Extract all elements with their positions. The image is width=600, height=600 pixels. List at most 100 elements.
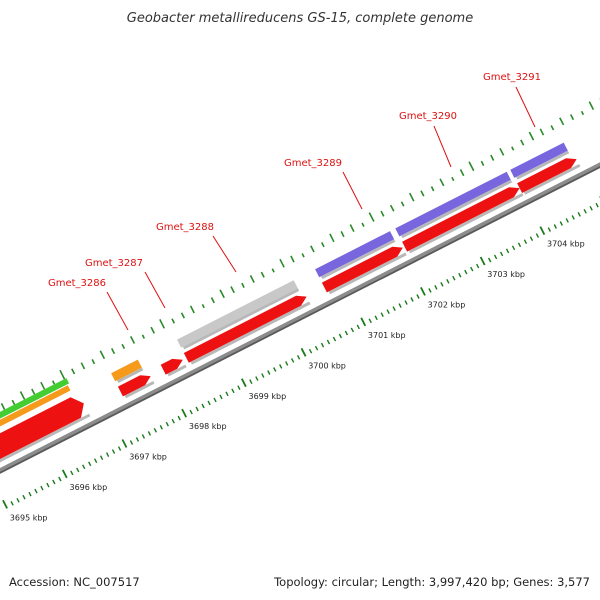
ruler-minor-tick — [434, 284, 438, 290]
gc-tick — [159, 319, 166, 329]
gc-tick — [569, 114, 575, 121]
gc-tick — [260, 271, 265, 278]
ruler-minor-tick — [58, 476, 62, 482]
ruler-minor-tick — [99, 455, 104, 461]
gene-label-gmet_3287[interactable]: Gmet_3287 — [85, 258, 143, 269]
gc-tick — [201, 304, 205, 309]
label-leader-line — [342, 171, 363, 210]
ruler-minor-tick — [476, 263, 480, 269]
ruler-minor-tick — [10, 500, 14, 506]
gene-label-gmet_3286[interactable]: Gmet_3286 — [48, 278, 106, 289]
gc-tick — [121, 343, 126, 349]
ruler-minor-tick — [571, 215, 575, 220]
gc-tick — [480, 160, 485, 166]
gc-tick — [439, 178, 445, 187]
gc-tick — [279, 258, 285, 268]
ruler-minor-tick — [171, 418, 175, 424]
gene-label-gmet_3289[interactable]: Gmet_3289 — [284, 158, 342, 169]
label-leader-line — [144, 271, 166, 309]
ruler-minor-tick — [356, 324, 360, 330]
ruler-minor-tick — [493, 254, 498, 260]
ruler-minor-tick — [350, 327, 355, 333]
ruler-minor-tick — [553, 224, 557, 229]
gc-tick — [380, 210, 385, 217]
gc-tick — [59, 369, 66, 380]
ruler-minor-tick — [189, 409, 193, 415]
ruler-label: 3700 kbp — [308, 361, 346, 370]
gc-tick — [511, 146, 515, 151]
gc-tick — [180, 312, 186, 319]
ruler-minor-tick — [332, 336, 337, 342]
ruler-minor-tick — [93, 458, 98, 464]
gc-tick — [539, 128, 545, 136]
ruler-minor-tick — [201, 403, 205, 409]
gc-tick — [580, 110, 585, 116]
feature-shadow — [117, 367, 144, 383]
gc-tick — [150, 326, 156, 334]
gc-tick — [301, 253, 305, 258]
gene-gmet_3291 — [510, 142, 568, 178]
gc-tick — [71, 368, 76, 375]
gene-label-gmet_3288[interactable]: Gmet_3288 — [156, 222, 214, 233]
gc-tick — [31, 388, 36, 395]
gc-tick — [219, 289, 225, 299]
gc-tick — [349, 224, 355, 233]
ruler-minor-tick — [261, 373, 265, 378]
ruler-minor-tick — [159, 424, 163, 430]
gc-tick — [320, 242, 325, 248]
cds-gmet_3289 — [321, 246, 403, 293]
ruler-label: 3698 kbp — [189, 422, 227, 431]
ruler-minor-tick — [28, 491, 32, 497]
ruler-minor-tick — [529, 236, 534, 242]
feature-shadow — [321, 239, 396, 280]
ruler-minor-tick — [279, 364, 283, 369]
ruler-minor-tick — [368, 318, 372, 324]
ruler-minor-tick — [165, 421, 169, 427]
ruler-minor-tick — [505, 248, 510, 254]
ruler-minor-tick — [320, 342, 325, 348]
gene-label-gmet_3290[interactable]: Gmet_3290 — [399, 111, 457, 122]
gc-tick — [11, 399, 16, 405]
ruler-label: 3697 kbp — [129, 453, 167, 462]
ruler-major-tick — [121, 439, 128, 448]
feature-shadow — [0, 413, 91, 463]
map-title: Geobacter metallireducens GS-15, complet… — [127, 11, 473, 26]
gc-tick — [368, 212, 375, 222]
ruler-minor-tick — [589, 205, 593, 211]
cds-gmet_3288 — [183, 295, 307, 363]
ruler-minor-tick — [111, 449, 116, 454]
cds-gmet_3290 — [402, 187, 520, 252]
ruler-minor-tick — [76, 467, 80, 473]
ruler-minor-tick — [374, 315, 378, 321]
cds-partial-arrow — [0, 397, 84, 459]
gc-tick — [141, 334, 146, 339]
ruler-minor-tick — [338, 333, 343, 339]
ruler-major-tick — [61, 469, 68, 479]
gc-tick — [499, 147, 505, 156]
ruler-minor-tick — [452, 275, 456, 281]
ruler-minor-tick — [34, 488, 38, 494]
ruler-minor-tick — [523, 239, 528, 245]
label-leader-line — [212, 235, 237, 273]
ruler-minor-tick — [380, 312, 384, 318]
gene-label-gmet_3291[interactable]: Gmet_3291 — [483, 72, 541, 83]
gc-tick — [528, 131, 535, 141]
backbone-line — [0, 162, 600, 472]
feature-shadow — [190, 301, 311, 365]
gene-gmet_3288 — [177, 280, 298, 348]
ruler-minor-tick — [458, 272, 462, 278]
gc-tick — [451, 176, 455, 182]
label-leader-line — [433, 125, 452, 168]
gc-tick — [51, 380, 56, 385]
ruler-minor-tick — [70, 470, 74, 476]
gc-tick — [241, 282, 245, 288]
feature-shadow — [401, 179, 513, 239]
gc-tick — [430, 186, 435, 192]
ruler-major-tick — [240, 378, 247, 388]
gc-tick — [230, 286, 235, 294]
ruler-minor-tick — [428, 288, 432, 293]
ruler-minor-tick — [273, 367, 277, 372]
gc-tick — [408, 192, 415, 202]
ruler-minor-tick — [105, 452, 110, 458]
ruler-minor-tick — [213, 397, 217, 403]
